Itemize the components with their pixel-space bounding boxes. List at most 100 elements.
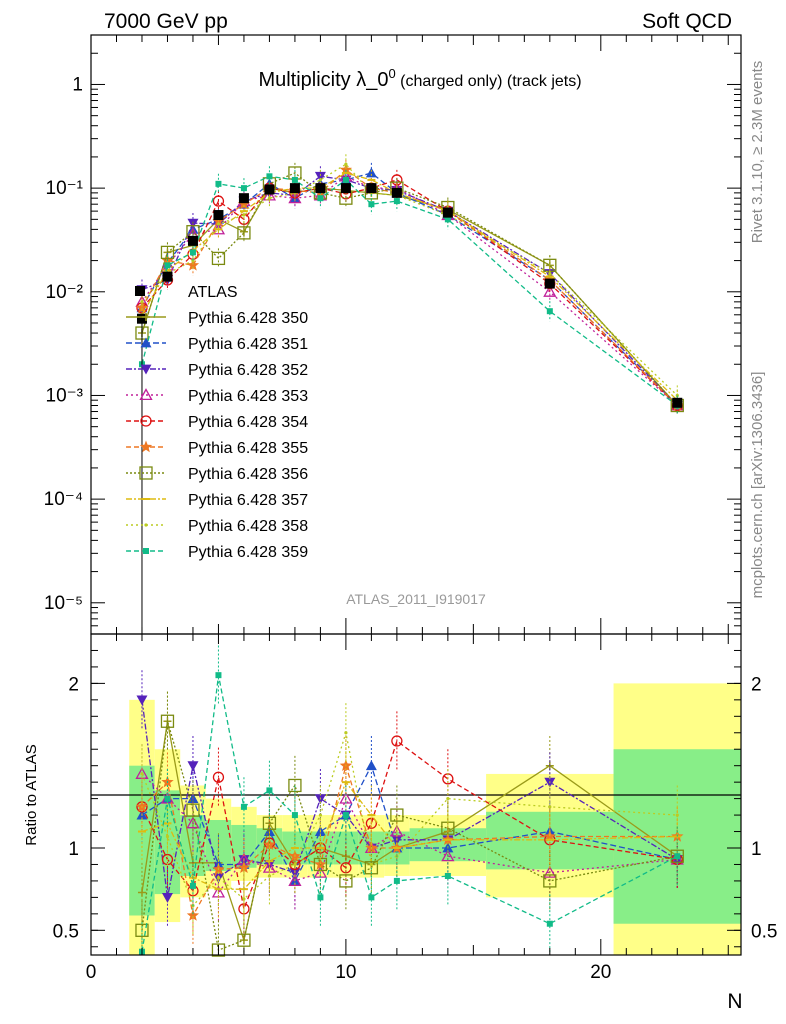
ratio-point — [441, 849, 455, 862]
ratio-point — [443, 838, 452, 841]
data-point — [212, 195, 225, 207]
ratio-point — [186, 803, 200, 817]
ratio-series-9 — [138, 645, 681, 955]
ratio-point — [164, 795, 171, 802]
data-point — [163, 269, 172, 272]
reference-point — [366, 183, 377, 194]
data-point — [266, 173, 273, 180]
reference-point — [442, 207, 453, 218]
data-point — [215, 180, 222, 187]
legend-item: Pythia 6.428 354 — [126, 414, 308, 431]
data-point — [365, 167, 377, 178]
legend-marker — [135, 286, 145, 296]
data-point — [367, 178, 376, 181]
legend-label: Pythia 6.428 354 — [188, 414, 308, 431]
reference-point — [136, 313, 147, 324]
series-line — [141, 172, 678, 406]
mcplots-reference-label: mcplots.cern.ch [arXiv:1306.3436] — [749, 372, 766, 599]
legend-item: Pythia 6.428 351 — [126, 336, 308, 353]
legend-label: Pythia 6.428 359 — [188, 544, 308, 561]
ratio-y-tick-label-right: 0.5 — [751, 921, 777, 942]
legend-marker — [139, 466, 153, 480]
data-point — [339, 163, 353, 176]
data-point — [211, 251, 226, 266]
legend-label: Pythia 6.428 357 — [188, 492, 308, 509]
data-point — [291, 176, 298, 183]
data-point — [140, 300, 144, 304]
x-axis-title: N — [727, 990, 742, 1013]
x-tick-label: 0 — [86, 962, 97, 983]
reference-point — [340, 183, 351, 194]
ratio-point — [317, 894, 324, 901]
legend-label: Pythia 6.428 353 — [188, 388, 308, 405]
legend-marker — [139, 388, 153, 401]
ratio-line — [141, 739, 678, 912]
legend-marker — [139, 440, 153, 453]
ratio-y-axis-title: Ratio to ATLAS — [23, 744, 40, 845]
data-point — [548, 271, 552, 276]
ratio-point — [339, 874, 353, 888]
legend-item: Pythia 6.428 357 — [126, 492, 308, 509]
ratio-line — [141, 763, 678, 883]
rivet-version-label: Rivet 3.1.10, ≥ 2.3M events — [749, 61, 766, 244]
ratio-point — [316, 847, 325, 849]
legend: ATLAS Pythia 6.428 350 Pythia 6.428 351 Pyt… — [126, 284, 308, 561]
data-point — [239, 210, 248, 213]
ratio-point — [189, 882, 196, 889]
reference-point — [213, 210, 224, 221]
ratio-panel-frame — [90, 633, 742, 956]
reference-point — [187, 235, 198, 246]
series-line — [141, 172, 678, 401]
legend-item: Pythia 6.428 350 — [126, 310, 308, 327]
ratio-y-tick-label: 0.5 — [53, 921, 79, 942]
legend-item: Pythia 6.428 353 — [126, 388, 308, 405]
ratio-point — [212, 771, 225, 783]
data-point — [214, 228, 223, 231]
legend-item: Pythia 6.428 355 — [126, 440, 308, 457]
reference-point — [544, 278, 555, 289]
main-series-group — [135, 154, 684, 634]
category-label: Soft QCD — [642, 10, 732, 33]
legend-label: Pythia 6.428 352 — [188, 362, 308, 379]
energy-label: 7000 GeV pp — [104, 10, 228, 33]
ratio-point — [548, 805, 552, 809]
legend-label: Pythia 6.428 351 — [188, 336, 308, 353]
ratio-point — [266, 787, 273, 794]
data-point — [135, 301, 149, 314]
y-tick-label: 1 — [72, 74, 83, 95]
ratio-line — [141, 780, 678, 890]
legend-marker — [140, 364, 152, 375]
data-point — [344, 162, 348, 166]
ratio-point — [211, 943, 226, 957]
data-point — [318, 178, 323, 182]
ratio-point — [186, 909, 200, 921]
data-point — [317, 195, 324, 202]
ratio-point — [293, 862, 297, 867]
ratio-y-tick-label-right: 1 — [751, 839, 762, 860]
reference-point — [162, 271, 173, 282]
data-point — [242, 213, 246, 217]
ratio-point — [444, 872, 451, 879]
ratio-point — [216, 876, 221, 880]
legend-item-reference: ATLAS — [135, 284, 238, 301]
ratio-point — [670, 849, 684, 863]
legend-marker — [140, 415, 152, 427]
ratio-point — [239, 888, 248, 891]
ratio-point — [546, 920, 553, 927]
data-point — [186, 258, 200, 271]
data-point — [391, 174, 403, 186]
ratio-line — [141, 675, 678, 952]
main-y-axis: 1 10⁻¹ 10⁻² 10⁻³ 10⁻⁴ 10⁻⁵ — [44, 34, 741, 627]
data-point — [314, 171, 326, 182]
ratio-point — [137, 888, 146, 897]
ratio-point — [140, 772, 144, 776]
ratio-point — [367, 814, 376, 817]
legend-label: Pythia 6.428 356 — [188, 466, 308, 483]
data-point — [368, 201, 375, 208]
data-point — [237, 197, 251, 210]
ratio-y-tick-label-right: 2 — [751, 674, 762, 695]
y-tick-label: 10⁻⁴ — [44, 489, 83, 510]
ratio-line — [141, 699, 678, 898]
data-point — [267, 196, 272, 200]
